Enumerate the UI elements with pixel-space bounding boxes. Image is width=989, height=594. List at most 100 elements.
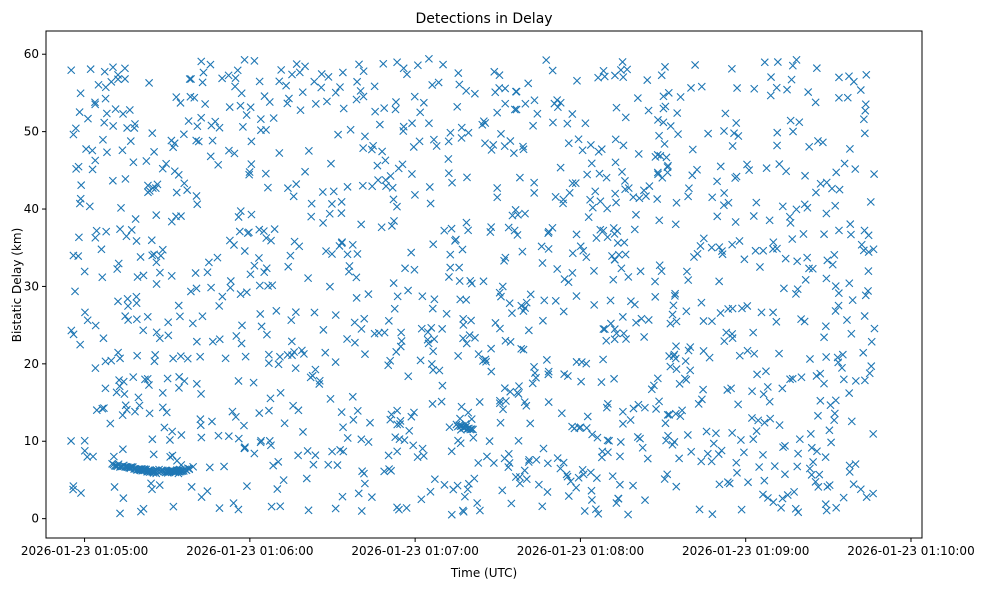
detection-point — [143, 181, 152, 190]
detection-point — [501, 397, 510, 405]
detection-point — [599, 325, 608, 334]
detection-point — [596, 225, 605, 234]
detection-point — [388, 183, 397, 192]
detection-point — [80, 308, 89, 317]
detection-point — [634, 400, 643, 409]
detection-point — [720, 337, 729, 346]
detection-point — [496, 129, 505, 138]
detection-point — [410, 92, 419, 101]
detection-point — [80, 267, 89, 276]
detection-point — [655, 261, 664, 270]
detection-point — [621, 185, 630, 194]
detection-point — [559, 195, 568, 204]
detection-point — [196, 421, 205, 430]
detection-point — [653, 195, 662, 204]
detection-point — [180, 377, 189, 386]
detection-point — [102, 109, 111, 118]
detection-point — [198, 78, 207, 87]
detection-point — [355, 60, 364, 69]
detection-point — [455, 80, 464, 89]
detection-point — [350, 338, 359, 347]
detection-point — [513, 210, 522, 219]
detection-point — [430, 335, 439, 344]
detection-point — [143, 374, 152, 383]
detection-point — [438, 324, 447, 333]
x-tick-label: 2026-01-23 01:05:00 — [21, 544, 148, 558]
detection-point — [150, 250, 159, 259]
detection-point — [121, 74, 129, 83]
detection-point — [728, 142, 737, 151]
detection-point — [197, 113, 206, 122]
detection-point — [782, 167, 791, 176]
detection-point — [152, 328, 161, 337]
detection-point — [697, 395, 706, 404]
detection-point — [189, 462, 198, 471]
detection-point — [386, 356, 395, 365]
detection-point — [737, 304, 746, 313]
detection-point — [444, 272, 453, 281]
detection-point — [446, 128, 455, 137]
detection-point — [504, 223, 513, 232]
detection-point — [539, 444, 548, 453]
detection-point — [481, 139, 490, 148]
detection-point — [145, 78, 154, 87]
detection-point — [123, 123, 132, 132]
detection-point — [270, 225, 279, 234]
detection-point — [256, 309, 265, 318]
detection-point — [821, 322, 830, 331]
detection-point — [268, 281, 277, 290]
detection-point — [186, 287, 195, 296]
detection-point — [201, 99, 210, 108]
detection-point — [76, 340, 85, 349]
detection-point — [507, 309, 516, 318]
detection-point — [113, 265, 122, 273]
detection-point — [155, 481, 164, 490]
detection-point — [600, 325, 609, 334]
detection-point — [644, 315, 653, 324]
detection-point — [825, 426, 834, 435]
detection-point — [264, 359, 273, 368]
detection-point — [572, 292, 581, 301]
detection-point — [610, 325, 619, 334]
detection-point — [457, 133, 466, 142]
detection-point — [498, 282, 507, 291]
detection-point — [775, 421, 784, 430]
detection-point — [673, 109, 682, 118]
detection-point — [439, 60, 448, 69]
detection-point — [309, 460, 318, 469]
detection-point — [765, 216, 774, 225]
detection-point — [127, 225, 136, 234]
detection-point — [148, 184, 157, 193]
detection-point — [462, 86, 471, 95]
detection-point — [744, 478, 753, 487]
detection-point — [291, 364, 300, 373]
detection-point — [367, 145, 376, 154]
detection-point — [574, 473, 583, 482]
detection-point — [124, 316, 133, 325]
detection-point — [501, 99, 510, 108]
detection-point — [845, 389, 854, 398]
detection-point — [479, 117, 488, 126]
detection-point — [618, 419, 627, 428]
detection-point — [129, 373, 138, 382]
detection-point — [652, 404, 661, 413]
detection-point — [247, 160, 256, 169]
detection-point — [603, 233, 612, 242]
detection-point — [242, 482, 251, 491]
detection-point — [462, 218, 471, 227]
detection-point — [192, 379, 201, 388]
detection-point — [132, 299, 141, 308]
detection-point — [862, 70, 871, 79]
detection-point — [116, 509, 125, 518]
detection-point — [622, 335, 631, 344]
detection-point — [283, 184, 292, 193]
y-tick-label: 60 — [24, 47, 39, 61]
detection-point — [684, 276, 693, 285]
detection-point — [621, 250, 630, 259]
detection-point — [155, 334, 164, 343]
detection-point — [588, 430, 597, 439]
detection-point — [378, 147, 387, 156]
detection-point — [499, 405, 508, 414]
detection-point — [651, 152, 660, 161]
detection-point — [315, 376, 324, 385]
